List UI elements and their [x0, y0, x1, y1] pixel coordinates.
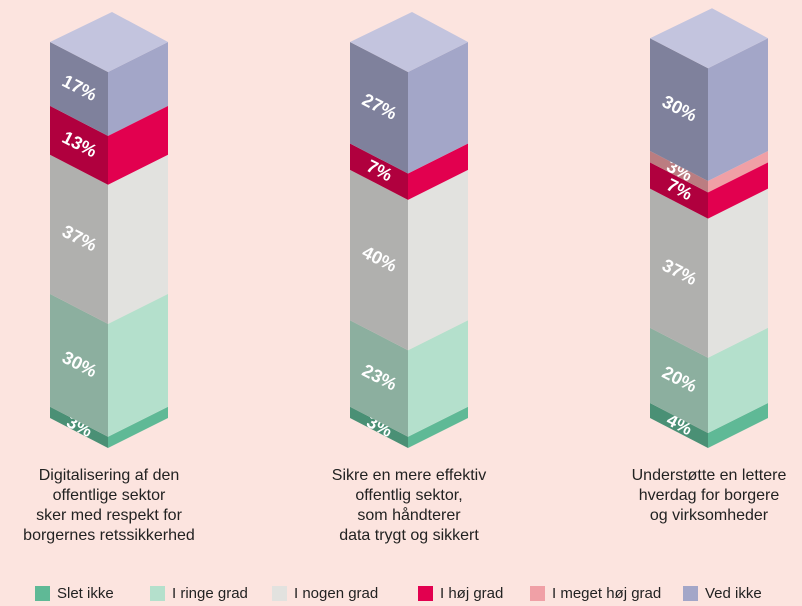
bar-front — [350, 169, 408, 351]
bar-side — [108, 105, 168, 185]
bar-side — [408, 143, 468, 200]
bar-front — [650, 402, 708, 448]
bar-side — [108, 154, 168, 324]
bar-top — [350, 12, 468, 72]
bar-side — [708, 188, 768, 358]
bar-front — [50, 42, 108, 136]
bar-front — [350, 320, 408, 437]
bar-side — [108, 406, 168, 448]
bar-top — [650, 8, 768, 69]
bar-front — [350, 406, 408, 448]
bar-side — [108, 293, 168, 437]
bar-side — [408, 320, 468, 437]
legend-swatch — [530, 586, 545, 601]
bar-side — [708, 327, 768, 433]
legend-swatch — [35, 586, 50, 601]
legend-label: I høj grad — [440, 585, 503, 602]
bar-front — [650, 188, 708, 358]
bar-front — [350, 42, 408, 174]
legend-label: Ved ikke — [705, 585, 762, 602]
bar-front — [650, 327, 708, 433]
legend-label: I nogen grad — [294, 585, 378, 602]
bar-top — [50, 12, 168, 72]
bar-front — [50, 406, 108, 448]
bar-front — [350, 143, 408, 200]
category-label: Understøtte en lettere hverdag for borge… — [631, 467, 787, 524]
bar-side — [408, 169, 468, 351]
bar-side — [708, 162, 768, 219]
legend-swatch — [418, 586, 433, 601]
bar-front — [650, 162, 708, 219]
bar-front — [50, 105, 108, 185]
legend-swatch — [272, 586, 287, 601]
bar-side — [708, 151, 768, 193]
legend-label: Slet ikke — [57, 585, 114, 602]
legend-swatch — [150, 586, 165, 601]
legend-label: I ringe grad — [172, 585, 248, 602]
bar-side — [408, 42, 468, 174]
bar-side — [708, 402, 768, 448]
bar-side — [408, 406, 468, 448]
bar-side — [708, 38, 768, 182]
bar-front — [50, 154, 108, 324]
bar-side — [108, 42, 168, 136]
category-label: Sikre en mere effektiv offentlig sektor,… — [331, 467, 487, 544]
bar-front — [650, 151, 708, 193]
legend-label: I meget høj grad — [552, 585, 661, 602]
bar-front — [50, 293, 108, 437]
legend-swatch — [683, 586, 698, 601]
bar-front — [650, 38, 708, 182]
category-label: Digitalisering af den offentlige sektor … — [23, 467, 195, 544]
